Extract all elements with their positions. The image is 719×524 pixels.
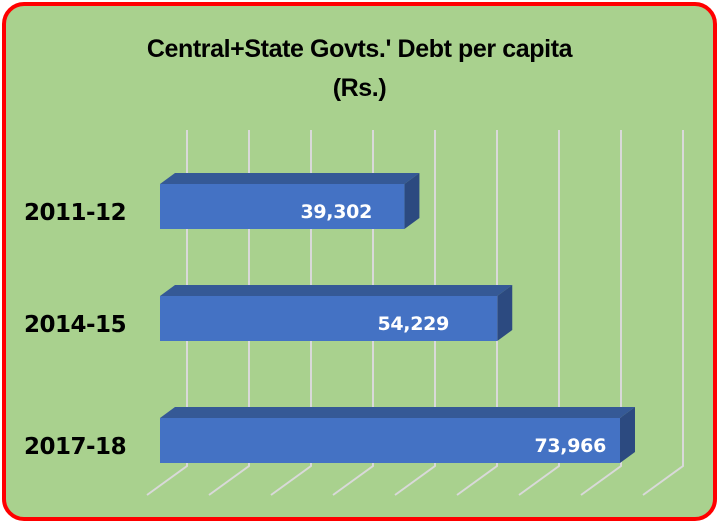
gridline [580, 130, 622, 496]
value-label: 73,966 [534, 435, 606, 457]
bars [160, 173, 635, 463]
value-label: 54,229 [377, 313, 449, 335]
gridlines [146, 130, 684, 496]
bar-2011-12 [160, 173, 420, 229]
bar-2017-18 [160, 407, 635, 463]
gridline [332, 130, 374, 496]
chart-title: Central+State Govts.' Debt per capita (R… [6, 30, 713, 108]
category-label: 2017-18 [24, 434, 127, 460]
category-label: 2011-12 [24, 200, 127, 226]
gridline [270, 130, 312, 496]
gridline [146, 130, 188, 496]
gridline [642, 130, 684, 496]
category-label: 2014-15 [24, 312, 127, 338]
gridline [394, 130, 436, 496]
gridline [456, 130, 498, 496]
chart-title-line-1: Central+State Govts.' Debt per capita [146, 35, 573, 63]
gridline [208, 130, 250, 496]
value-label: 39,302 [300, 201, 372, 223]
chart-title-line-2: (Rs.) [332, 74, 387, 102]
gridline [518, 130, 560, 496]
bar-2014-15 [160, 285, 513, 341]
